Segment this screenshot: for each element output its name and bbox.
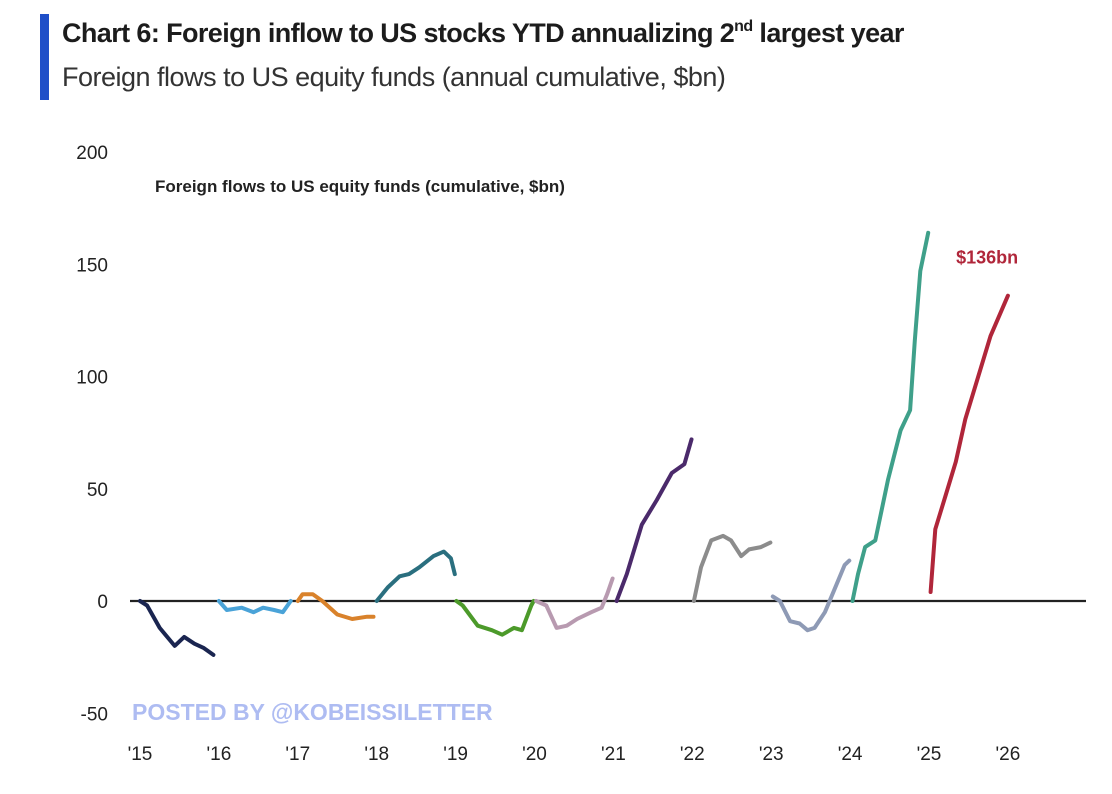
chart-subtitle: Foreign flows to US equity funds (annual… xyxy=(62,62,726,92)
title-text-end: largest year xyxy=(752,18,904,48)
y-tick-label: 0 xyxy=(97,592,108,613)
x-tick-label: '22 xyxy=(680,744,705,765)
series-group xyxy=(138,230,1010,657)
annotation-136bn: $136bn xyxy=(956,247,1018,267)
x-tick-label: '16 xyxy=(207,744,232,765)
y-tick-label: 100 xyxy=(76,368,108,389)
series-line-2 xyxy=(295,592,376,621)
x-tick-label: '19 xyxy=(443,744,468,765)
x-tick-label: '25 xyxy=(917,744,942,765)
series-line-7 xyxy=(691,533,773,603)
y-axis: 200 150 100 50 0 -50 xyxy=(76,143,108,725)
chart-title: Chart 6: Foreign inflow to US stocks YTD… xyxy=(62,18,904,49)
series-line-1 xyxy=(216,599,293,615)
x-tick-label: '15 xyxy=(128,744,153,765)
title-text: Chart 6: Foreign inflow to US stocks YTD… xyxy=(62,18,735,48)
series-line-3 xyxy=(374,549,457,603)
x-tick-label: '26 xyxy=(996,744,1021,765)
x-tick-label: '24 xyxy=(838,744,863,765)
inner-chart-title: Foreign flows to US equity funds (cumula… xyxy=(155,177,565,196)
x-tick-label: '18 xyxy=(364,744,389,765)
x-tick-label: '20 xyxy=(522,744,547,765)
x-axis: '15 '16 '17 '18 '19 '20 '21 '22 '23 '24 '25 '26 xyxy=(128,744,1021,765)
series-line-8 xyxy=(770,558,852,633)
title-accent-bar xyxy=(40,14,49,100)
x-tick-label: '23 xyxy=(759,744,784,765)
series-line-9 xyxy=(850,230,931,603)
series-line-6 xyxy=(614,437,694,603)
series-line-5 xyxy=(534,576,615,630)
x-tick-label: '17 xyxy=(285,744,310,765)
series-line-4 xyxy=(454,599,536,637)
title-superscript: nd xyxy=(734,18,753,35)
series-line-0 xyxy=(138,599,216,657)
y-tick-label: 200 xyxy=(76,143,108,164)
y-tick-label: 150 xyxy=(76,255,108,276)
y-tick-label: 50 xyxy=(87,480,108,501)
y-tick-label: -50 xyxy=(81,704,108,725)
x-tick-label: '21 xyxy=(601,744,626,765)
watermark: POSTED BY @KOBEISSILETTER xyxy=(132,699,493,725)
series-line-10 xyxy=(928,293,1010,594)
